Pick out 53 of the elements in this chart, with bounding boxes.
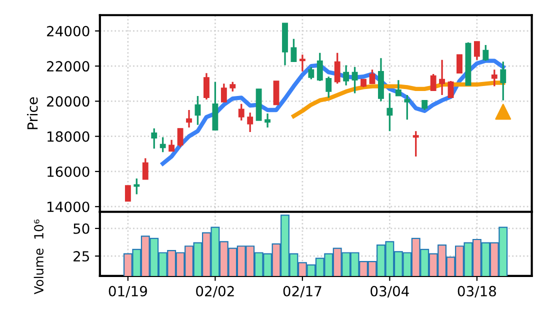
x-tick-label: 02/02: [196, 286, 234, 298]
candlestick: [299, 54, 306, 72]
candlestick: [352, 66, 358, 94]
candlestick: [204, 72, 210, 100]
candlestick: [369, 68, 376, 84]
candlestick: [220, 82, 227, 103]
candlestick: [500, 60, 506, 102]
x-tick-label: 03/18: [458, 286, 496, 298]
candlestick: [439, 59, 446, 96]
candlestick: [134, 178, 140, 196]
candlestick: [168, 139, 175, 152]
y-axis-title: Volume 10⁶: [34, 219, 44, 294]
candlestick: [273, 80, 280, 106]
y-tick-label: 50: [74, 223, 90, 234]
candlestick: [124, 185, 131, 202]
candlestick: [343, 64, 350, 86]
candlestick: [194, 95, 201, 126]
y-tick-label: 16000: [48, 166, 90, 177]
candlestick: [412, 130, 419, 158]
candlestick: [238, 103, 244, 122]
candlestick: [160, 136, 166, 153]
candlestick: [422, 99, 428, 111]
candlestick: [142, 157, 148, 180]
candlestick: [326, 76, 332, 99]
candlestick: [395, 79, 402, 97]
x-tick-label: 02/17: [283, 286, 322, 298]
y-tick-label: 24000: [47, 26, 90, 36]
candlestick: [230, 81, 236, 92]
y-tick-label: 14000: [48, 202, 90, 212]
candlestick: [474, 40, 480, 61]
x-tick-label: 01/19: [108, 286, 147, 298]
candlestick: [482, 44, 489, 62]
x-tick-label: 03/04: [370, 286, 409, 298]
candlestick: [404, 94, 410, 120]
candlestick: [177, 128, 184, 148]
candlestick: [386, 92, 393, 132]
y-tick-label: 22000: [47, 61, 90, 72]
y-axis-title: Price: [27, 97, 38, 130]
candlestick: [290, 38, 297, 63]
candlestick: [456, 54, 462, 74]
y-tick-label: 20000: [47, 96, 90, 107]
candlestick: [308, 66, 314, 80]
candlestick: [316, 52, 323, 82]
candlestick: [491, 68, 498, 88]
y-tick-label: 25: [74, 251, 89, 262]
candlestick: [448, 80, 454, 99]
candlestick: [264, 112, 271, 128]
candlestick: [334, 52, 340, 84]
candlestick: [151, 128, 158, 150]
y-tick-label: 18000: [48, 131, 90, 142]
candlestick: [247, 112, 254, 133]
candlestick: [186, 109, 192, 128]
candlestick: [430, 73, 436, 92]
